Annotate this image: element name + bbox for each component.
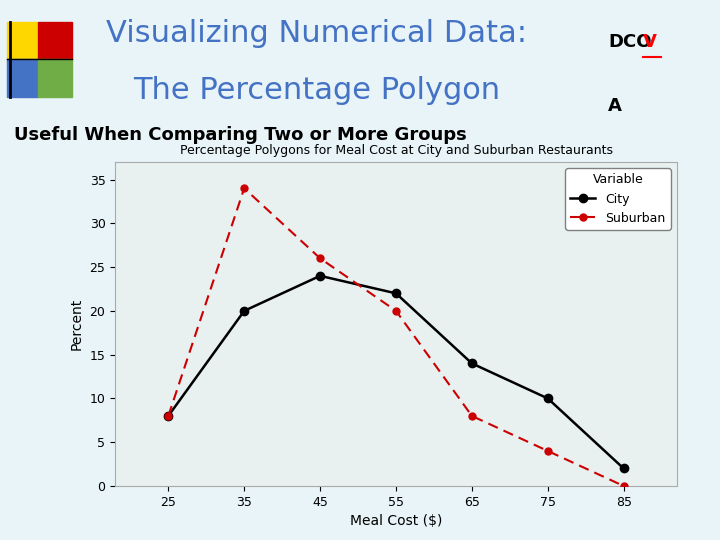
Y-axis label: Percent: Percent	[70, 298, 84, 350]
City	[544, 395, 552, 402]
Suburban	[467, 413, 476, 419]
City	[316, 273, 325, 279]
Legend: City, Suburban: City, Suburban	[565, 168, 670, 230]
Suburban	[240, 185, 248, 192]
City	[392, 290, 400, 296]
Line: City: City	[164, 272, 628, 472]
Text: Useful When Comparing Two or More Groups: Useful When Comparing Two or More Groups	[14, 126, 467, 144]
City	[467, 360, 476, 367]
Title: Percentage Polygons for Meal Cost at City and Suburban Restaurants: Percentage Polygons for Meal Cost at Cit…	[179, 144, 613, 157]
City	[240, 308, 248, 314]
Suburban	[164, 413, 173, 419]
Text: The Percentage Polygon: The Percentage Polygon	[133, 76, 500, 105]
Text: A: A	[608, 97, 622, 115]
Text: DCO: DCO	[608, 33, 652, 51]
Bar	[38, 59, 72, 97]
Bar	[38, 22, 72, 59]
Line: Suburban: Suburban	[165, 185, 627, 489]
Suburban	[392, 308, 400, 314]
Text: Visualizing Numerical Data:: Visualizing Numerical Data:	[107, 19, 527, 48]
X-axis label: Meal Cost ($): Meal Cost ($)	[350, 514, 442, 528]
Text: V: V	[643, 33, 657, 51]
Suburban	[619, 483, 628, 489]
City	[164, 413, 173, 419]
Bar	[7, 59, 38, 97]
City	[619, 465, 628, 472]
Suburban	[316, 255, 325, 261]
Bar	[7, 22, 38, 59]
Suburban	[544, 448, 552, 454]
